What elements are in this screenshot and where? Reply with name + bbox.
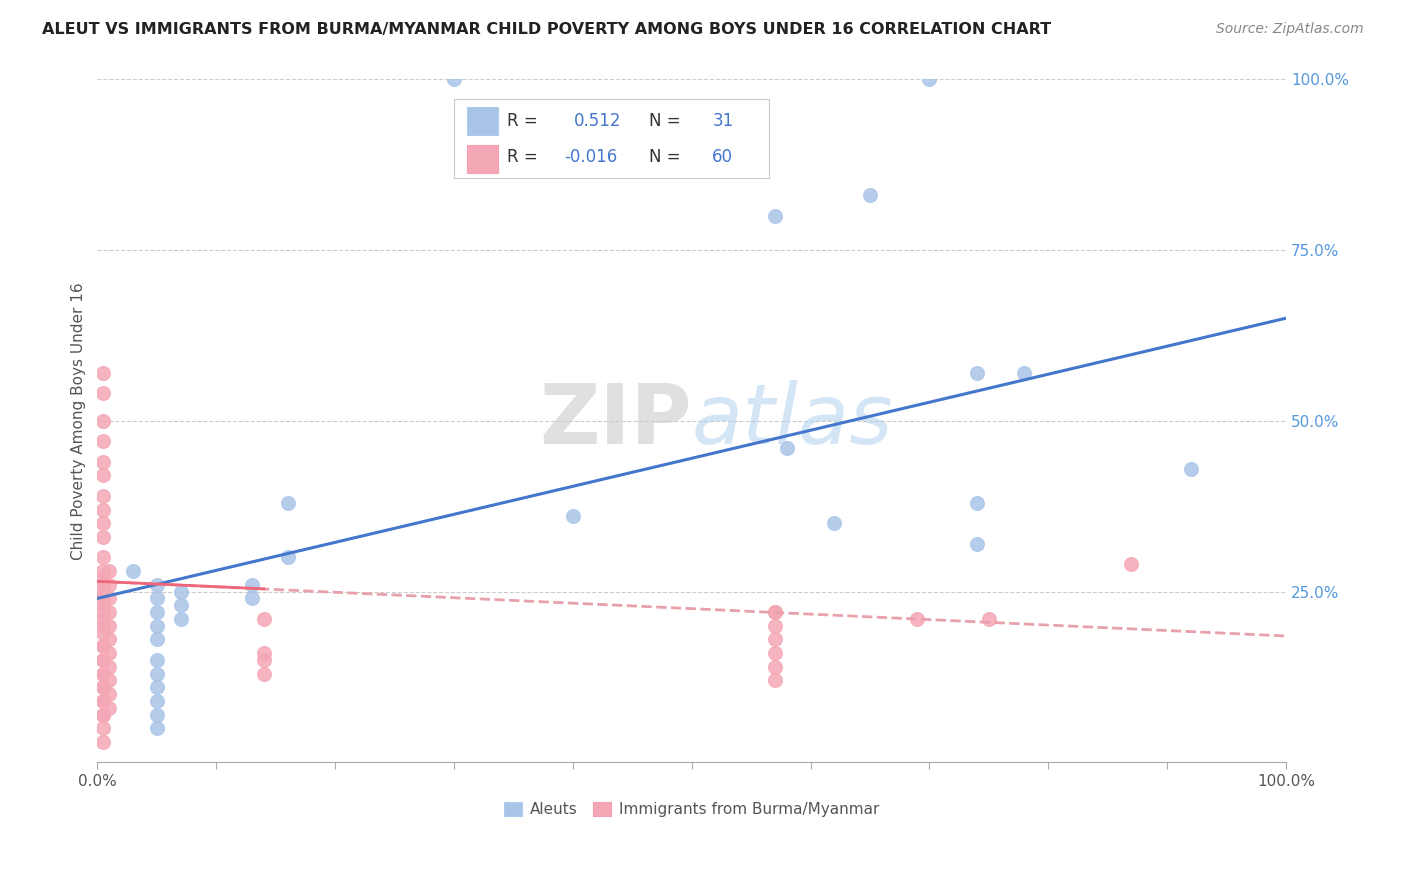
- Point: [91, 530, 114, 544]
- Text: ALEUT VS IMMIGRANTS FROM BURMA/MYANMAR CHILD POVERTY AMONG BOYS UNDER 16 CORRELA: ALEUT VS IMMIGRANTS FROM BURMA/MYANMAR C…: [42, 22, 1052, 37]
- Point: [98, 659, 121, 673]
- Point: [146, 707, 169, 722]
- Point: [146, 653, 169, 667]
- Point: [91, 599, 114, 613]
- Point: [859, 188, 882, 202]
- Point: [91, 639, 114, 653]
- Point: [98, 632, 121, 647]
- Point: [277, 496, 299, 510]
- Point: [91, 386, 114, 401]
- Point: [122, 564, 145, 578]
- Point: [98, 591, 121, 606]
- Point: [91, 584, 114, 599]
- Point: [823, 516, 845, 531]
- Point: [91, 502, 114, 516]
- Point: [763, 632, 786, 647]
- Point: [91, 694, 114, 708]
- Point: [98, 564, 121, 578]
- Text: ZIP: ZIP: [538, 380, 692, 461]
- Point: [169, 612, 191, 626]
- Point: [91, 550, 114, 565]
- Point: [146, 666, 169, 681]
- Point: [98, 619, 121, 633]
- Point: [91, 468, 114, 483]
- Point: [443, 72, 465, 87]
- Point: [763, 659, 786, 673]
- Point: [146, 591, 169, 606]
- Point: [240, 591, 263, 606]
- Point: [91, 625, 114, 640]
- Point: [146, 578, 169, 592]
- Point: [253, 666, 276, 681]
- Point: [253, 646, 276, 660]
- Point: [91, 489, 114, 503]
- Point: [169, 584, 191, 599]
- Text: atlas: atlas: [692, 380, 893, 461]
- Point: [763, 646, 786, 660]
- Point: [91, 666, 114, 681]
- Point: [98, 646, 121, 660]
- Point: [763, 209, 786, 223]
- Point: [91, 612, 114, 626]
- Point: [146, 619, 169, 633]
- Point: [146, 721, 169, 735]
- Point: [91, 639, 114, 653]
- Point: [91, 653, 114, 667]
- Point: [98, 700, 121, 714]
- Point: [91, 434, 114, 449]
- Point: [91, 414, 114, 428]
- Point: [91, 564, 114, 578]
- Point: [91, 680, 114, 694]
- Text: Source: ZipAtlas.com: Source: ZipAtlas.com: [1216, 22, 1364, 37]
- Point: [91, 680, 114, 694]
- Point: [91, 516, 114, 531]
- Point: [91, 707, 114, 722]
- Point: [98, 578, 121, 592]
- Point: [561, 509, 583, 524]
- Point: [277, 550, 299, 565]
- Point: [91, 707, 114, 722]
- Point: [91, 571, 114, 585]
- Point: [91, 366, 114, 380]
- Point: [907, 612, 929, 626]
- Point: [966, 496, 988, 510]
- Point: [763, 673, 786, 688]
- Point: [91, 578, 114, 592]
- Point: [91, 605, 114, 619]
- Point: [763, 605, 786, 619]
- Point: [918, 72, 941, 87]
- Point: [91, 591, 114, 606]
- Point: [776, 441, 799, 455]
- Y-axis label: Child Poverty Among Boys Under 16: Child Poverty Among Boys Under 16: [72, 282, 86, 559]
- Point: [91, 735, 114, 749]
- Point: [146, 632, 169, 647]
- Point: [253, 612, 276, 626]
- Point: [977, 612, 1000, 626]
- Point: [169, 599, 191, 613]
- Point: [966, 537, 988, 551]
- Point: [146, 694, 169, 708]
- Point: [91, 619, 114, 633]
- Point: [240, 578, 263, 592]
- Point: [98, 605, 121, 619]
- Point: [98, 673, 121, 688]
- Point: [1180, 461, 1202, 475]
- Point: [763, 619, 786, 633]
- Point: [91, 666, 114, 681]
- Point: [253, 653, 276, 667]
- Legend: Aleuts, Immigrants from Burma/Myanmar: Aleuts, Immigrants from Burma/Myanmar: [498, 796, 886, 823]
- Point: [91, 694, 114, 708]
- Point: [91, 455, 114, 469]
- Point: [966, 366, 988, 380]
- Point: [91, 721, 114, 735]
- Point: [1014, 366, 1036, 380]
- Point: [1121, 558, 1143, 572]
- Point: [98, 687, 121, 701]
- Point: [146, 680, 169, 694]
- Point: [146, 605, 169, 619]
- Point: [763, 605, 786, 619]
- Point: [91, 653, 114, 667]
